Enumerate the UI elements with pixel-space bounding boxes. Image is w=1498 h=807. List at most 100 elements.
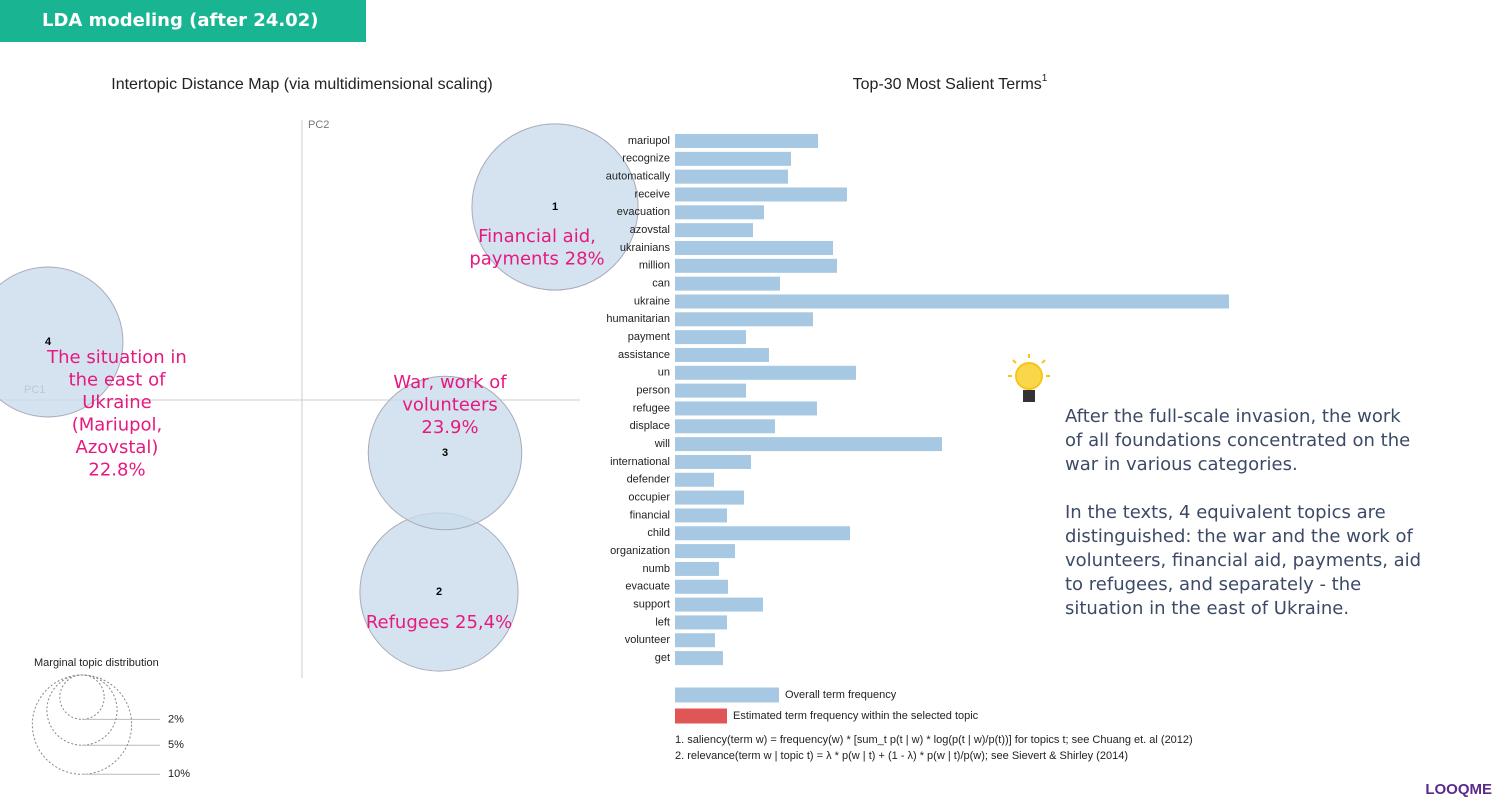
term-label: azovstal: [630, 224, 670, 236]
topic-annotation: 23.9%: [421, 417, 478, 438]
term-bar: [675, 651, 723, 666]
footnote: 1. saliency(term w) = frequency(w) * [su…: [675, 734, 1193, 746]
topic-bubble: [367, 375, 523, 531]
term-bar: [675, 490, 744, 505]
note-line: to refugees, and separately - the: [1065, 574, 1361, 595]
topic-annotation: the east of: [69, 370, 167, 391]
term-label: refugee: [633, 402, 670, 414]
term-label: get: [655, 652, 670, 664]
term-label: assistance: [618, 349, 670, 361]
title-text: Top-30 Most Salient Terms: [853, 76, 1042, 93]
topic-annotation: Azovstal): [76, 437, 159, 458]
term-label: child: [647, 527, 670, 539]
term-label: payment: [628, 331, 670, 343]
term-bar: [675, 187, 847, 202]
term-bar: [675, 454, 751, 469]
term-label: support: [633, 598, 670, 610]
topic-bubble: [0, 266, 124, 418]
term-bar: [675, 151, 791, 166]
term-label: occupier: [628, 492, 670, 504]
term-label: organization: [610, 545, 670, 557]
topic-label: 4: [45, 336, 52, 348]
term-label: volunteer: [625, 634, 671, 646]
topic-annotation: volunteers: [402, 395, 497, 416]
term-bar: [675, 401, 817, 416]
term-bar: [675, 312, 813, 327]
logo: LOOQME: [1425, 781, 1492, 798]
note-line: situation in the east of Ukraine.: [1065, 598, 1349, 619]
term-bar: [675, 597, 763, 612]
term-label: will: [654, 438, 670, 450]
legend-swatch: [675, 708, 727, 724]
term-label: un: [658, 367, 670, 379]
topic-annotation: payments 28%: [469, 249, 604, 270]
term-label: displace: [630, 420, 670, 432]
term-bar: [675, 169, 788, 184]
size-legend-circle: [46, 674, 118, 746]
term-label: person: [636, 385, 670, 397]
size-legend-circle: [31, 674, 133, 775]
term-label: evacuation: [617, 206, 670, 218]
legend-label: Estimated term frequency within the sele…: [733, 710, 979, 722]
y-axis-label: PC2: [308, 119, 329, 131]
term-bar: [675, 579, 728, 594]
term-label: humanitarian: [606, 313, 670, 325]
bar-title: Top-30 Most Salient Terms1: [853, 73, 1048, 94]
size-legend-label: 2%: [168, 713, 184, 725]
note-line: distinguished: the war and the work of: [1065, 526, 1413, 547]
note-line: volunteers, financial aid, payments, aid: [1065, 550, 1421, 571]
legend-label: Overall term frequency: [785, 689, 897, 701]
size-legend-label: 5%: [168, 739, 184, 751]
legend-swatch: [675, 687, 779, 703]
footnote: 2. relevance(term w | topic t) = λ * p(w…: [675, 750, 1128, 762]
term-bar: [675, 223, 753, 238]
term-label: million: [639, 260, 670, 272]
note-line: In the texts, 4 equivalent topics are: [1065, 502, 1386, 523]
term-bar: [675, 526, 850, 541]
topic-annotation: The situation in: [46, 347, 187, 368]
term-bar: [675, 258, 837, 273]
title-note: 1: [1042, 73, 1048, 84]
term-bar: [675, 472, 714, 487]
term-bar: [675, 561, 719, 576]
term-bar: [675, 633, 715, 648]
term-bar: [675, 419, 775, 434]
topic-label: 2: [436, 586, 442, 598]
term-bar: [675, 365, 856, 380]
term-bar: [675, 276, 780, 291]
size-legend-circle: [59, 674, 105, 720]
topic-bubble: [471, 123, 639, 291]
term-bar: [675, 508, 727, 523]
term-label: left: [655, 616, 670, 628]
topic-annotation: Financial aid,: [478, 226, 596, 247]
term-bar: [675, 615, 727, 630]
scatter-title: Intertopic Distance Map (via multidimens…: [111, 76, 493, 93]
term-bar: [675, 544, 735, 559]
term-label: ukrainians: [620, 242, 671, 254]
topic-label: 1: [552, 201, 558, 213]
term-bar: [675, 240, 833, 255]
term-label: ukraine: [634, 295, 670, 307]
term-label: automatically: [606, 171, 671, 183]
note-line: war in various categories.: [1065, 454, 1298, 475]
term-bar: [675, 330, 746, 345]
header-title: LDA modeling (after 24.02): [42, 10, 318, 31]
term-label: numb: [642, 563, 670, 575]
bulb-icon: [1008, 354, 1050, 402]
term-label: financial: [630, 509, 670, 521]
term-bar: [675, 294, 1229, 309]
topic-annotation: 22.8%: [88, 460, 145, 481]
term-label: defender: [627, 474, 671, 486]
term-bar: [675, 134, 818, 148]
term-label: recognize: [622, 153, 670, 165]
size-legend-label: 10%: [168, 768, 190, 780]
note-line: After the full-scale invasion, the work: [1065, 406, 1401, 427]
term-bar: [675, 347, 769, 362]
term-label: receive: [635, 188, 670, 200]
term-label: international: [610, 456, 670, 468]
size-legend-title: Marginal topic distribution: [34, 657, 159, 669]
topic-annotation: War, work of: [393, 372, 507, 393]
header-bar: [0, 0, 366, 42]
topic-label: 3: [442, 447, 448, 459]
